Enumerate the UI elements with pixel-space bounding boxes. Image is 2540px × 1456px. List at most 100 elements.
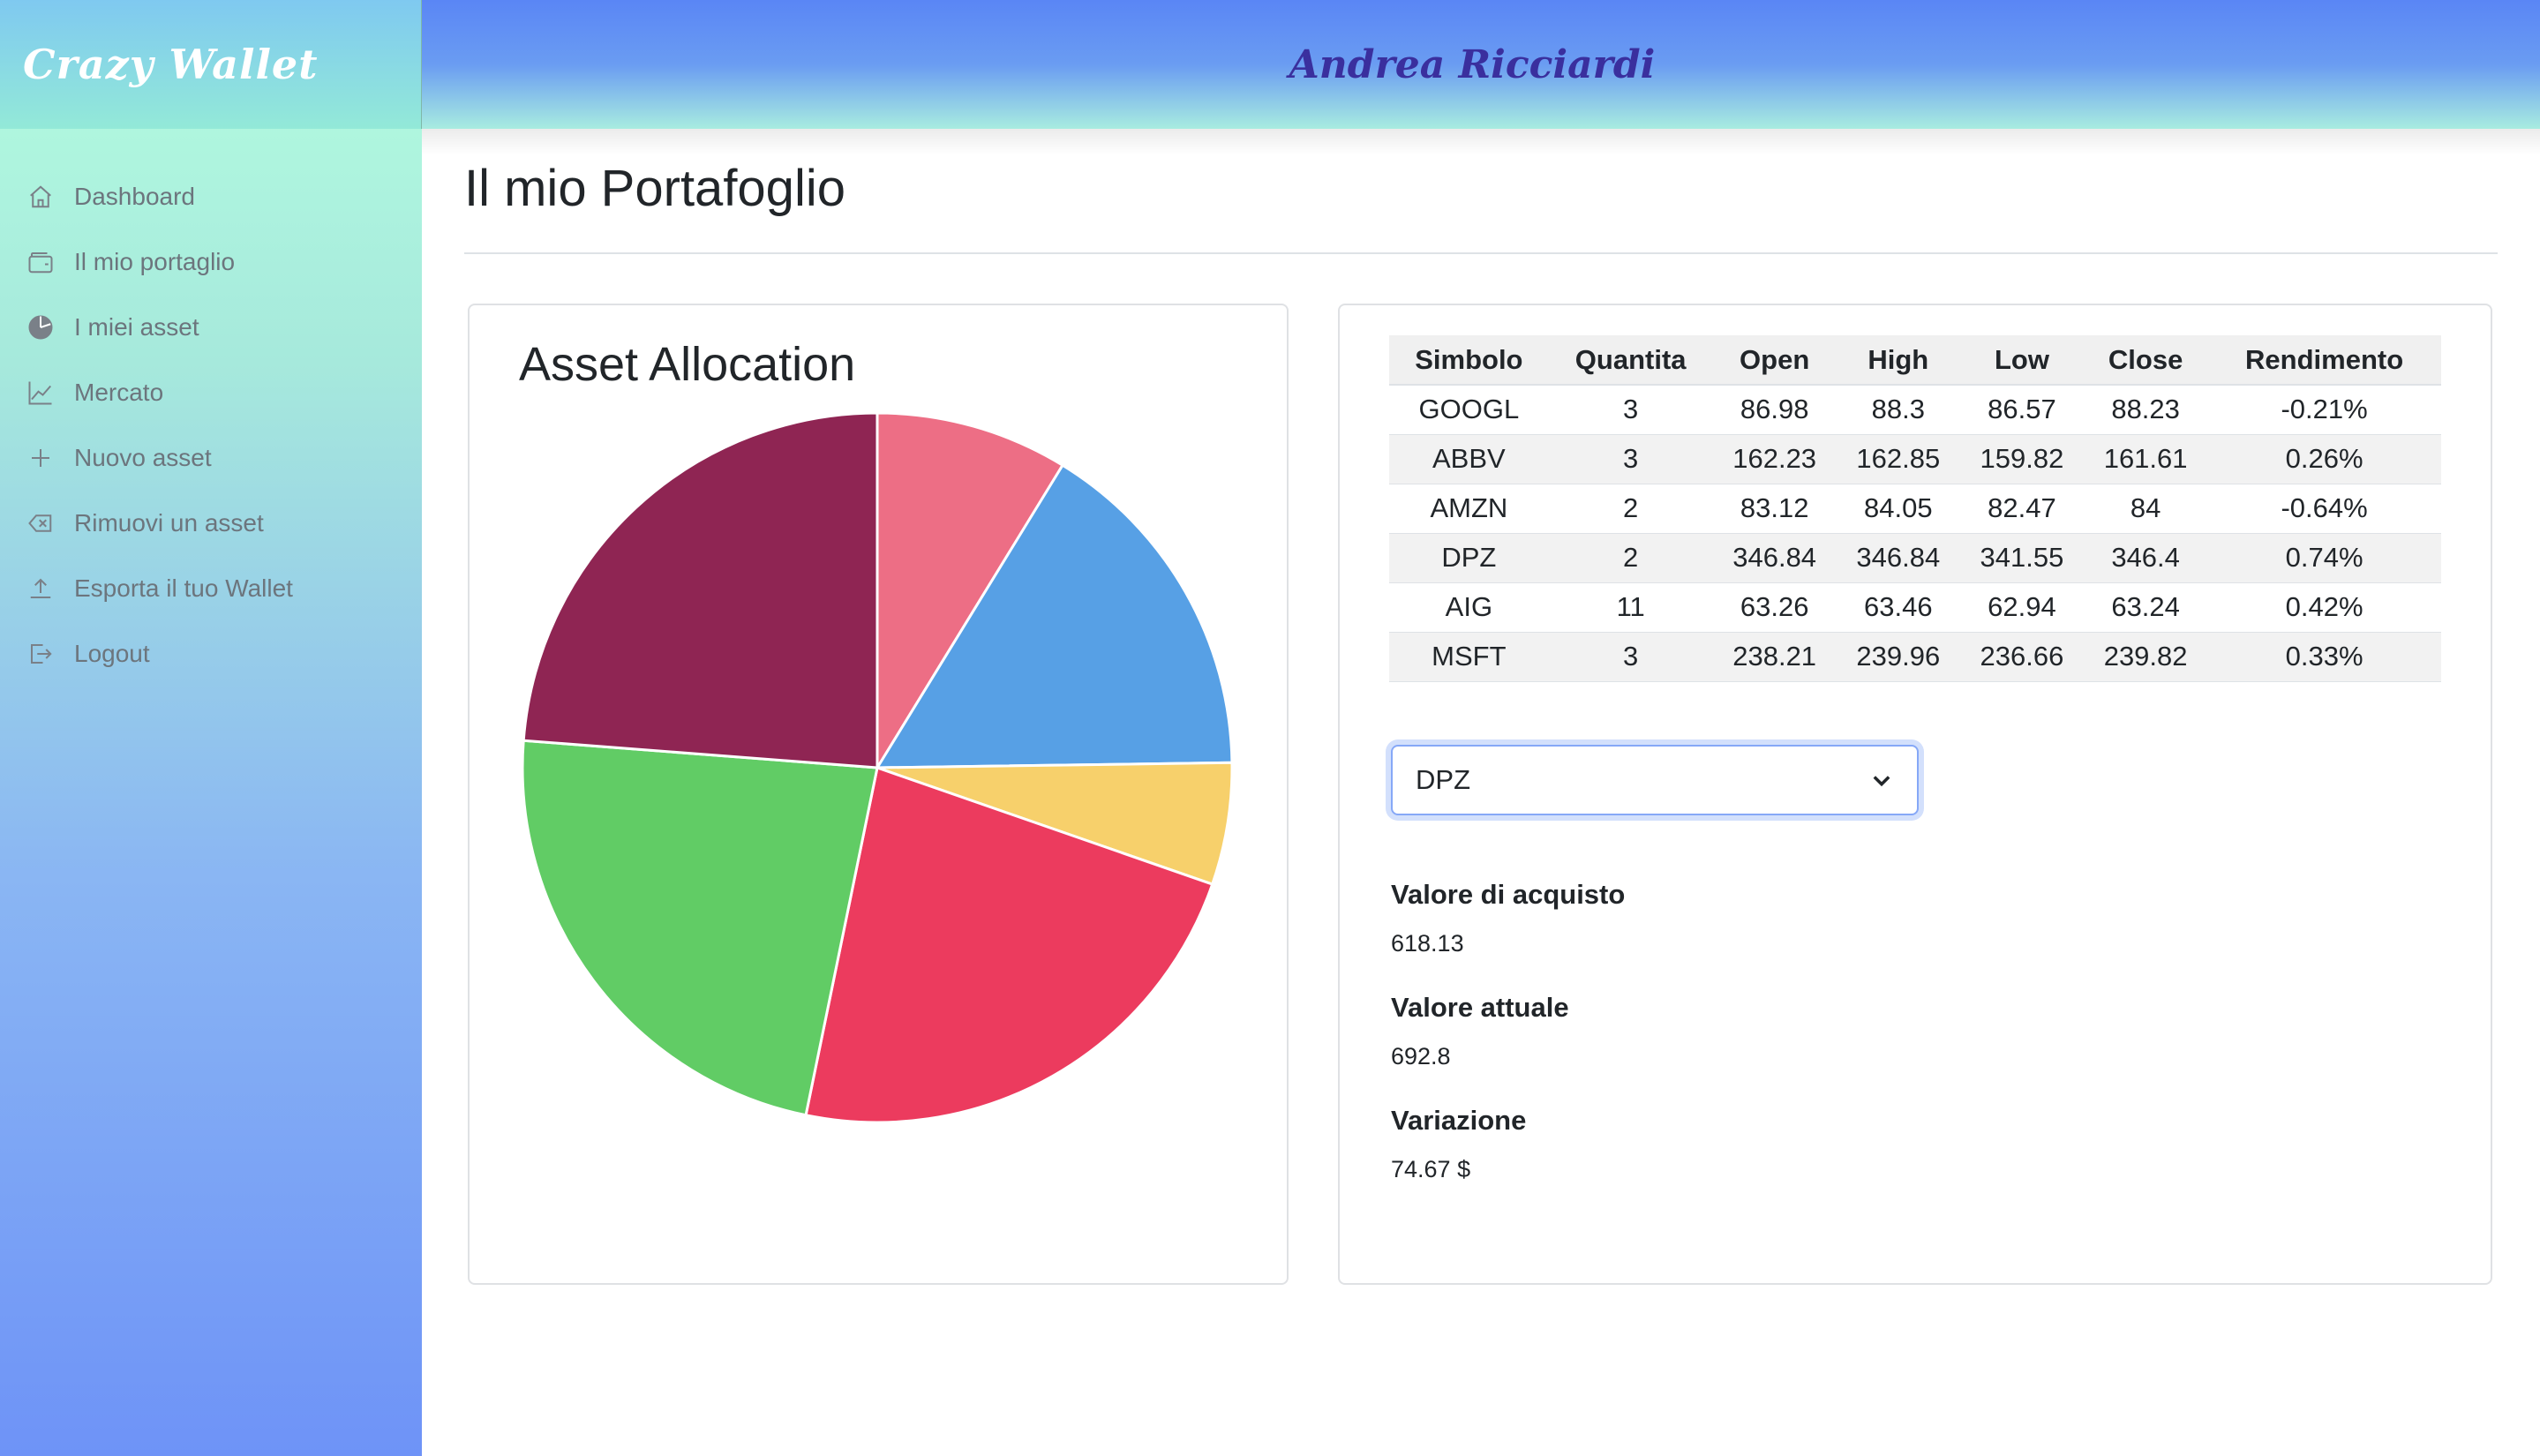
- current-value: 692.8: [1391, 1043, 1451, 1069]
- sidebar-item-portfolio[interactable]: Il mio portaglio: [0, 229, 422, 295]
- table-cell: 2: [1548, 484, 1713, 534]
- portfolio-details-card: Simbolo Quantita Open High Low Close Ren…: [1338, 304, 2492, 1285]
- table-cell: 346.84: [1836, 533, 1960, 583]
- table-cell: 346.4: [2084, 533, 2208, 583]
- table-header-row: Simbolo Quantita Open High Low Close Ren…: [1389, 335, 2441, 386]
- table-cell: 341.55: [1959, 533, 2085, 583]
- brand-logo[interactable]: Crazy Wallet: [0, 0, 422, 129]
- table-cell: 161.61: [2084, 434, 2208, 484]
- pie-slice-amzn[interactable]: [876, 761, 1234, 886]
- sidebar-item-remove-asset[interactable]: Rimuovi un asset: [0, 491, 422, 556]
- column-header: High: [1836, 335, 1960, 386]
- table-cell: 0.33%: [2207, 632, 2441, 682]
- table-cell: -0.21%: [2207, 385, 2441, 435]
- table-cell: 88.23: [2084, 385, 2208, 435]
- pie-slice-dpz[interactable]: [804, 766, 1214, 1124]
- top-header: Andrea Ricciardi: [422, 0, 2540, 129]
- purchase-value: 618.13: [1391, 930, 1464, 957]
- table-cell: 82.47: [1959, 484, 2085, 534]
- table-cell: 3: [1548, 632, 1713, 682]
- table-row: DPZ 2 346.84 346.84 341.55 346.4 0.74%: [1389, 533, 2441, 583]
- table-cell: 162.23: [1712, 434, 1837, 484]
- table-row: AIG 11 63.26 63.46 62.94 63.24 0.42%: [1389, 582, 2441, 633]
- asset-allocation-card: Asset Allocation: [468, 304, 1289, 1285]
- sidebar-item-label: Rimuovi un asset: [74, 509, 264, 537]
- purchase-value-label: Valore di acquisto: [1391, 879, 1626, 910]
- brand-name: Crazy Wallet: [23, 41, 319, 88]
- table-cell: 162.85: [1836, 434, 1960, 484]
- table-cell: -0.64%: [2207, 484, 2441, 534]
- pie-slice-msft[interactable]: [522, 411, 879, 769]
- change-label: Variazione: [1391, 1105, 1527, 1136]
- chevron-down-icon: [1873, 776, 1890, 787]
- sidebar-nav: Dashboard Il mio portaglio I miei asset …: [0, 129, 422, 687]
- change-value: 74.67 $: [1391, 1156, 1471, 1182]
- column-header: Simbolo: [1389, 335, 1549, 386]
- table-cell: 3: [1548, 434, 1713, 484]
- table-cell: 0.42%: [2207, 582, 2441, 633]
- pie-slice-aig[interactable]: [521, 739, 879, 1117]
- sidebar-item-label: I miei asset: [74, 313, 199, 341]
- column-header: Low: [1959, 335, 2085, 386]
- table-cell: 159.82: [1959, 434, 2085, 484]
- wallet-icon: [26, 248, 55, 276]
- chart-title: Asset Allocation: [519, 338, 856, 391]
- table-cell: 62.94: [1959, 582, 2085, 633]
- table-cell: 11: [1548, 582, 1713, 633]
- table-cell: AIG: [1389, 582, 1549, 633]
- sidebar-item-label: Mercato: [74, 379, 164, 406]
- table-cell: 63.46: [1836, 582, 1960, 633]
- table-cell: 88.3: [1836, 385, 1960, 435]
- header-shadow: [422, 129, 2540, 155]
- table-cell: 2: [1548, 533, 1713, 583]
- table-cell: AMZN: [1389, 484, 1549, 534]
- pie-chart-icon: [26, 313, 55, 341]
- table-cell: 63.26: [1712, 582, 1837, 633]
- pie-chart: [521, 411, 1234, 1124]
- user-name: Andrea Ricciardi: [1289, 41, 1656, 87]
- sidebar-item-label: Nuovo asset: [74, 444, 212, 471]
- column-header: Open: [1712, 335, 1837, 386]
- table-body: GOOGL 3 86.98 88.3 86.57 88.23 -0.21% ABBV 3 162.…: [1389, 385, 2441, 682]
- column-header: Rendimento: [2207, 335, 2441, 386]
- sidebar-item-assets[interactable]: I miei asset: [0, 295, 422, 360]
- sidebar-item-export[interactable]: Esporta il tuo Wallet: [0, 556, 422, 621]
- house-icon: [26, 183, 55, 211]
- table-cell: 0.74%: [2207, 533, 2441, 583]
- table-cell: DPZ: [1389, 533, 1549, 583]
- current-value-label: Valore attuale: [1391, 992, 1569, 1023]
- table-row: GOOGL 3 86.98 88.3 86.57 88.23 -0.21%: [1389, 385, 2441, 435]
- table-cell: 238.21: [1712, 632, 1837, 682]
- asset-select[interactable]: DPZ: [1391, 745, 1919, 815]
- graph-up-icon: [26, 379, 55, 407]
- table-cell: 0.26%: [2207, 434, 2441, 484]
- table-cell: 346.84: [1712, 533, 1837, 583]
- table-cell: 236.66: [1959, 632, 2085, 682]
- sidebar-item-logout[interactable]: Logout: [0, 621, 422, 687]
- table-row: MSFT 3 238.21 239.96 236.66 239.82 0.33%: [1389, 632, 2441, 682]
- table-row: ABBV 3 162.23 162.85 159.82 161.61 0.26%: [1389, 434, 2441, 484]
- sidebar-item-dashboard[interactable]: Dashboard: [0, 164, 422, 229]
- sidebar: Crazy Wallet Dashboard Il mio portaglio …: [0, 0, 422, 1456]
- box-arrow-right-icon: [26, 640, 55, 668]
- sidebar-item-label: Dashboard: [74, 183, 195, 210]
- pie-slice-abbv[interactable]: [875, 463, 1234, 769]
- title-divider: [464, 252, 2498, 254]
- sidebar-item-label: Esporta il tuo Wallet: [74, 574, 293, 602]
- table-cell: 84.05: [1836, 484, 1960, 534]
- sidebar-item-market[interactable]: Mercato: [0, 360, 422, 425]
- sidebar-item-label: Il mio portaglio: [74, 248, 236, 275]
- table-cell: 63.24: [2084, 582, 2208, 633]
- sidebar-item-new-asset[interactable]: Nuovo asset: [0, 425, 422, 491]
- upload-icon: [26, 574, 55, 603]
- backspace-icon: [26, 509, 55, 537]
- table-cell: MSFT: [1389, 632, 1549, 682]
- column-header: Close: [2084, 335, 2208, 386]
- sidebar-item-label: Logout: [74, 640, 150, 667]
- column-header: Quantita: [1548, 335, 1713, 386]
- pie-slice-googl[interactable]: [875, 411, 1065, 773]
- table-cell: ABBV: [1389, 434, 1549, 484]
- table-cell: 86.57: [1959, 385, 2085, 435]
- asset-select-value: DPZ: [1416, 764, 1470, 795]
- table-cell: 3: [1548, 385, 1713, 435]
